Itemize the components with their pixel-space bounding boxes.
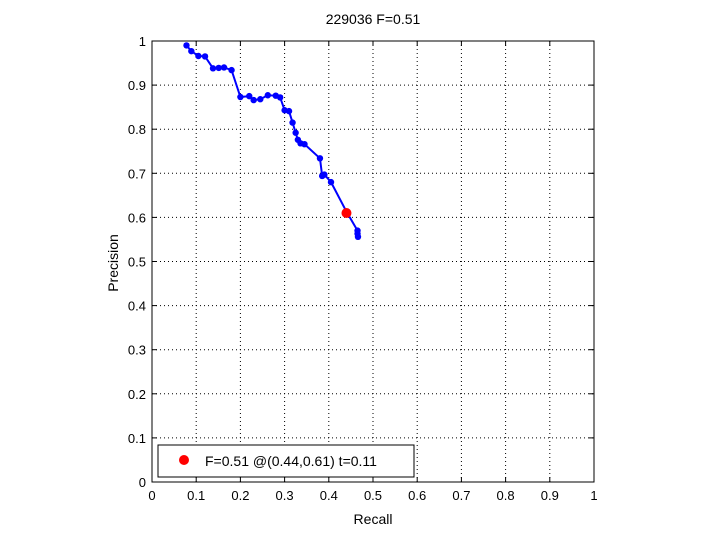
axis-ticks: 0 0.1 0.2 0.3 0.4 0.5 0.6 0.7 0.8 0.9 1 0 0.1 0.2 0.3 0… xyxy=(128,34,598,503)
y-tick-label: 0.3 xyxy=(128,343,146,358)
x-tick-label: 0.9 xyxy=(541,488,559,503)
x-tick-label: 0.2 xyxy=(231,488,249,503)
x-tick-label: 0.1 xyxy=(187,488,205,503)
chart-title: 229036 F=0.51 xyxy=(326,11,421,27)
y-tick-label: 0.5 xyxy=(128,255,146,270)
data-point xyxy=(220,64,228,71)
data-point xyxy=(276,94,284,101)
data-point xyxy=(257,96,264,103)
x-tick-label: 0.5 xyxy=(364,488,382,503)
x-tick-label: 0.6 xyxy=(408,488,426,503)
x-tick-label: 0.4 xyxy=(320,488,338,503)
x-tick-label: 1 xyxy=(590,488,597,503)
y-tick-label: 0.6 xyxy=(128,210,146,225)
y-tick-label: 0.4 xyxy=(128,299,146,314)
y-tick-label: 1 xyxy=(139,34,146,49)
legend-label: F=0.51 @(0.44,0.61) t=0.11 xyxy=(205,453,377,469)
data-point xyxy=(301,140,308,148)
data-point xyxy=(195,52,202,60)
y-tick-label: 0.2 xyxy=(128,387,146,402)
data-point xyxy=(246,92,253,100)
data-point xyxy=(201,53,209,60)
grid xyxy=(152,41,594,482)
series-layer xyxy=(183,42,362,241)
y-tick-label: 0.1 xyxy=(128,431,146,446)
data-point xyxy=(215,64,222,72)
data-point xyxy=(209,65,217,72)
x-axis-label: Recall xyxy=(354,511,393,527)
data-point xyxy=(264,92,272,99)
x-tick-label: 0.8 xyxy=(497,488,515,503)
legend-marker xyxy=(179,455,189,465)
data-point xyxy=(188,47,195,55)
data-point xyxy=(354,233,362,241)
x-tick-label: 0.7 xyxy=(452,488,470,503)
y-tick-label: 0 xyxy=(139,475,146,490)
data-point xyxy=(321,171,328,178)
data-point xyxy=(250,96,257,104)
legend: F=0.51 @(0.44,0.61) t=0.11 xyxy=(157,444,415,478)
data-point xyxy=(316,155,324,162)
y-tick-label: 0.8 xyxy=(128,122,146,137)
best-f-point xyxy=(341,207,352,218)
data-point xyxy=(237,93,244,101)
data-point xyxy=(285,107,293,115)
data-point xyxy=(228,66,235,74)
y-tick-label: 0.9 xyxy=(128,78,146,93)
data-point xyxy=(327,178,335,186)
legend-box xyxy=(157,444,415,478)
x-tick-label: 0 xyxy=(148,488,155,503)
data-point xyxy=(289,119,296,126)
y-tick-label: 0.7 xyxy=(128,166,146,181)
x-tick-label: 0.3 xyxy=(276,488,294,503)
series-line xyxy=(185,44,359,237)
data-point xyxy=(183,42,190,49)
data-point xyxy=(292,129,299,136)
y-axis-label: Precision xyxy=(105,234,121,292)
